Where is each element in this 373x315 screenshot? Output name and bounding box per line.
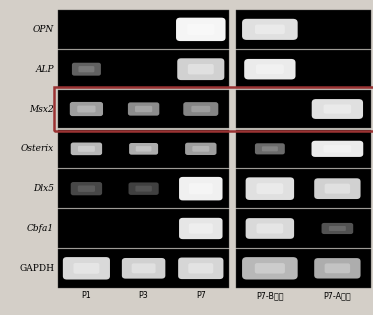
Bar	[236, 90, 371, 128]
FancyBboxPatch shape	[255, 143, 285, 154]
Text: P1: P1	[82, 291, 91, 301]
FancyBboxPatch shape	[312, 99, 363, 119]
FancyBboxPatch shape	[177, 58, 224, 80]
FancyBboxPatch shape	[257, 223, 283, 233]
Text: Osterix: Osterix	[21, 144, 54, 153]
FancyBboxPatch shape	[255, 25, 285, 34]
FancyBboxPatch shape	[324, 105, 351, 114]
FancyBboxPatch shape	[179, 177, 223, 200]
Bar	[58, 209, 229, 248]
Bar	[58, 10, 229, 49]
FancyBboxPatch shape	[136, 146, 151, 152]
FancyBboxPatch shape	[78, 146, 95, 152]
FancyBboxPatch shape	[72, 63, 101, 76]
Bar	[58, 129, 229, 168]
FancyBboxPatch shape	[188, 263, 213, 273]
FancyBboxPatch shape	[73, 263, 99, 274]
FancyBboxPatch shape	[311, 141, 363, 157]
FancyBboxPatch shape	[185, 143, 216, 155]
Bar	[236, 50, 371, 89]
FancyBboxPatch shape	[71, 142, 102, 155]
FancyBboxPatch shape	[178, 258, 223, 279]
Text: OPN: OPN	[33, 25, 54, 34]
FancyBboxPatch shape	[132, 263, 156, 273]
FancyBboxPatch shape	[246, 218, 294, 239]
FancyBboxPatch shape	[129, 182, 159, 195]
Text: P7-A방법: P7-A방법	[323, 291, 351, 301]
Text: GAPDH: GAPDH	[19, 264, 54, 273]
FancyBboxPatch shape	[255, 263, 285, 273]
FancyBboxPatch shape	[329, 226, 346, 231]
Bar	[58, 169, 229, 208]
FancyBboxPatch shape	[71, 182, 102, 195]
FancyBboxPatch shape	[189, 223, 213, 234]
FancyBboxPatch shape	[325, 184, 350, 194]
Bar	[236, 129, 371, 168]
FancyBboxPatch shape	[314, 178, 361, 199]
Bar	[236, 10, 371, 49]
FancyBboxPatch shape	[191, 106, 210, 112]
Text: P7-B방법: P7-B방법	[256, 291, 283, 301]
FancyBboxPatch shape	[314, 258, 361, 278]
FancyBboxPatch shape	[322, 223, 353, 234]
FancyBboxPatch shape	[183, 102, 218, 116]
FancyBboxPatch shape	[246, 177, 294, 200]
FancyBboxPatch shape	[176, 18, 226, 41]
FancyBboxPatch shape	[129, 143, 158, 155]
FancyBboxPatch shape	[242, 19, 298, 40]
FancyBboxPatch shape	[325, 263, 350, 273]
FancyBboxPatch shape	[262, 146, 278, 151]
FancyBboxPatch shape	[78, 66, 94, 72]
FancyBboxPatch shape	[189, 183, 213, 194]
FancyBboxPatch shape	[179, 218, 223, 239]
FancyBboxPatch shape	[78, 186, 95, 192]
FancyBboxPatch shape	[256, 64, 284, 74]
Text: Dlx5: Dlx5	[33, 184, 54, 193]
FancyBboxPatch shape	[70, 102, 103, 116]
FancyBboxPatch shape	[63, 257, 110, 279]
Bar	[236, 169, 371, 208]
Bar	[236, 209, 371, 248]
Text: Msx2: Msx2	[29, 105, 54, 113]
FancyBboxPatch shape	[257, 183, 283, 194]
FancyBboxPatch shape	[192, 146, 209, 152]
FancyBboxPatch shape	[128, 102, 159, 116]
FancyBboxPatch shape	[77, 106, 95, 112]
FancyBboxPatch shape	[187, 24, 214, 35]
FancyBboxPatch shape	[135, 106, 152, 112]
FancyBboxPatch shape	[323, 145, 351, 152]
Bar	[54, 87, 373, 131]
FancyBboxPatch shape	[122, 258, 165, 279]
Bar	[58, 50, 229, 89]
FancyBboxPatch shape	[242, 257, 298, 279]
Text: P7: P7	[196, 291, 206, 301]
FancyBboxPatch shape	[244, 59, 295, 79]
Text: Cbfa1: Cbfa1	[27, 224, 54, 233]
Text: ALP: ALP	[35, 65, 54, 74]
Bar	[58, 90, 229, 128]
Text: P3: P3	[139, 291, 148, 301]
FancyBboxPatch shape	[188, 64, 214, 74]
Bar	[236, 249, 371, 288]
FancyBboxPatch shape	[135, 186, 152, 192]
Bar	[58, 249, 229, 288]
